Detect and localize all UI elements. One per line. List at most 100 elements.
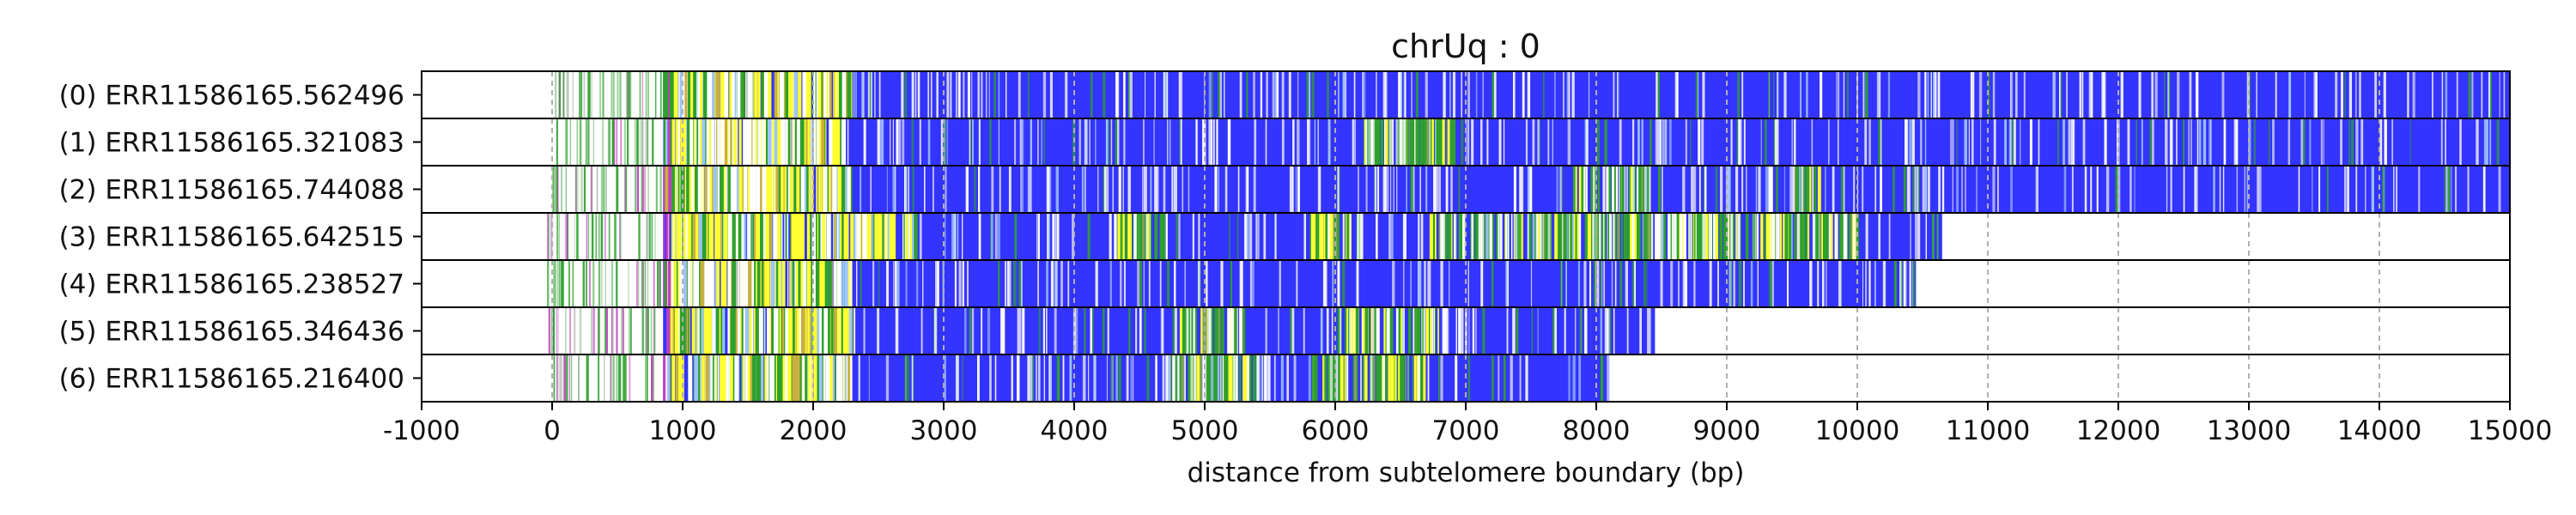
read-segment xyxy=(810,354,811,402)
read-segment xyxy=(566,72,568,118)
read-segment xyxy=(1370,354,1373,402)
read-segment xyxy=(777,118,781,166)
read-segment xyxy=(575,167,577,212)
read-segment xyxy=(693,260,698,307)
read-segment xyxy=(1783,71,1787,118)
read-segment xyxy=(579,308,582,354)
read-segment xyxy=(714,260,717,307)
read-segment xyxy=(1354,307,1357,354)
read-segment xyxy=(1481,213,1484,260)
read-segment xyxy=(1547,213,1551,260)
read-segment xyxy=(1008,260,1012,307)
read-segment xyxy=(1503,354,1506,402)
read-segment xyxy=(756,260,759,307)
read-segment xyxy=(882,213,884,260)
read-segment xyxy=(2198,118,2202,166)
read-segment xyxy=(572,72,574,118)
read-segment xyxy=(754,71,758,118)
read-segment xyxy=(1264,354,1267,402)
read-segment xyxy=(1513,166,1516,213)
read-segment xyxy=(774,118,778,166)
read-segment xyxy=(1258,213,1260,260)
read-segment xyxy=(1253,71,1255,118)
read-segment xyxy=(1176,213,1178,260)
read-segment xyxy=(1988,71,1990,118)
read-segment xyxy=(861,213,866,260)
x-tick-label: 12000 xyxy=(2076,415,2161,446)
read-segment xyxy=(954,260,957,307)
read-segment xyxy=(927,118,930,166)
read-segment xyxy=(1317,166,1320,213)
read-segment xyxy=(1468,307,1470,354)
read-segment xyxy=(1658,166,1661,213)
read-segment xyxy=(647,308,649,354)
read-segment xyxy=(1914,166,1917,213)
read-segment xyxy=(1419,166,1421,213)
read-segment xyxy=(1107,307,1109,354)
read-segment xyxy=(1920,118,1923,166)
read-segment xyxy=(2302,118,2306,166)
read-segment xyxy=(1657,213,1661,260)
read-segment xyxy=(730,118,732,166)
read-segment xyxy=(1516,307,1519,354)
read-segment xyxy=(1765,213,1770,260)
read-segment xyxy=(2445,71,2448,118)
read-segment xyxy=(673,71,678,118)
read-segment xyxy=(602,72,605,118)
read-segment xyxy=(1329,354,1334,402)
read-segment xyxy=(1143,260,1145,307)
read-segment xyxy=(793,354,796,402)
read-segment xyxy=(700,118,702,166)
read-segment xyxy=(2391,118,2393,166)
read-segment xyxy=(738,118,741,166)
read-segment xyxy=(1808,166,1812,213)
read-segment xyxy=(1505,260,1508,307)
read-segment xyxy=(757,354,762,402)
read-segment xyxy=(1249,354,1252,402)
read-segment xyxy=(1529,166,1533,213)
read-segment xyxy=(602,214,604,259)
read-segment xyxy=(1401,118,1403,166)
read-segment xyxy=(733,118,737,166)
read-segment xyxy=(807,307,810,354)
read-segment xyxy=(586,261,587,306)
read-segment xyxy=(1117,213,1121,260)
read-segment xyxy=(1443,71,1446,118)
read-segment xyxy=(1091,307,1092,354)
read-segment xyxy=(1236,354,1238,402)
read-segment xyxy=(2154,71,2158,118)
read-segment xyxy=(1383,307,1386,354)
read-segment xyxy=(617,167,619,212)
read-segment xyxy=(842,354,845,402)
read-segment xyxy=(779,71,784,118)
read-segment xyxy=(1956,166,1959,213)
read-segment xyxy=(1050,71,1053,118)
read-segment xyxy=(1162,307,1164,354)
read-segment xyxy=(1739,213,1741,260)
read-segment xyxy=(988,71,990,118)
read-segment xyxy=(1845,213,1848,260)
read-segment xyxy=(1880,166,1882,213)
read-segment xyxy=(732,213,736,260)
read-segment xyxy=(582,261,585,306)
read-segment xyxy=(1911,118,1915,166)
read-segment xyxy=(1797,213,1801,260)
read-segment xyxy=(1335,354,1339,402)
read-segment xyxy=(587,119,590,165)
read-segment xyxy=(1453,71,1456,118)
read-segment xyxy=(645,261,647,306)
read-segment xyxy=(1832,166,1835,213)
read-segment xyxy=(837,307,840,354)
read-segment xyxy=(653,355,655,401)
read-segment xyxy=(700,71,703,118)
x-tick-label: 14000 xyxy=(2337,415,2422,446)
read-segment xyxy=(1888,213,1891,260)
read-segment xyxy=(694,354,699,402)
read-segment xyxy=(837,354,842,402)
read-segment xyxy=(1112,166,1115,213)
read-segment xyxy=(2188,118,2190,166)
read-segment xyxy=(1246,71,1249,118)
read-segment xyxy=(677,118,680,166)
read-segment xyxy=(663,354,666,402)
read-segment xyxy=(1575,213,1577,260)
